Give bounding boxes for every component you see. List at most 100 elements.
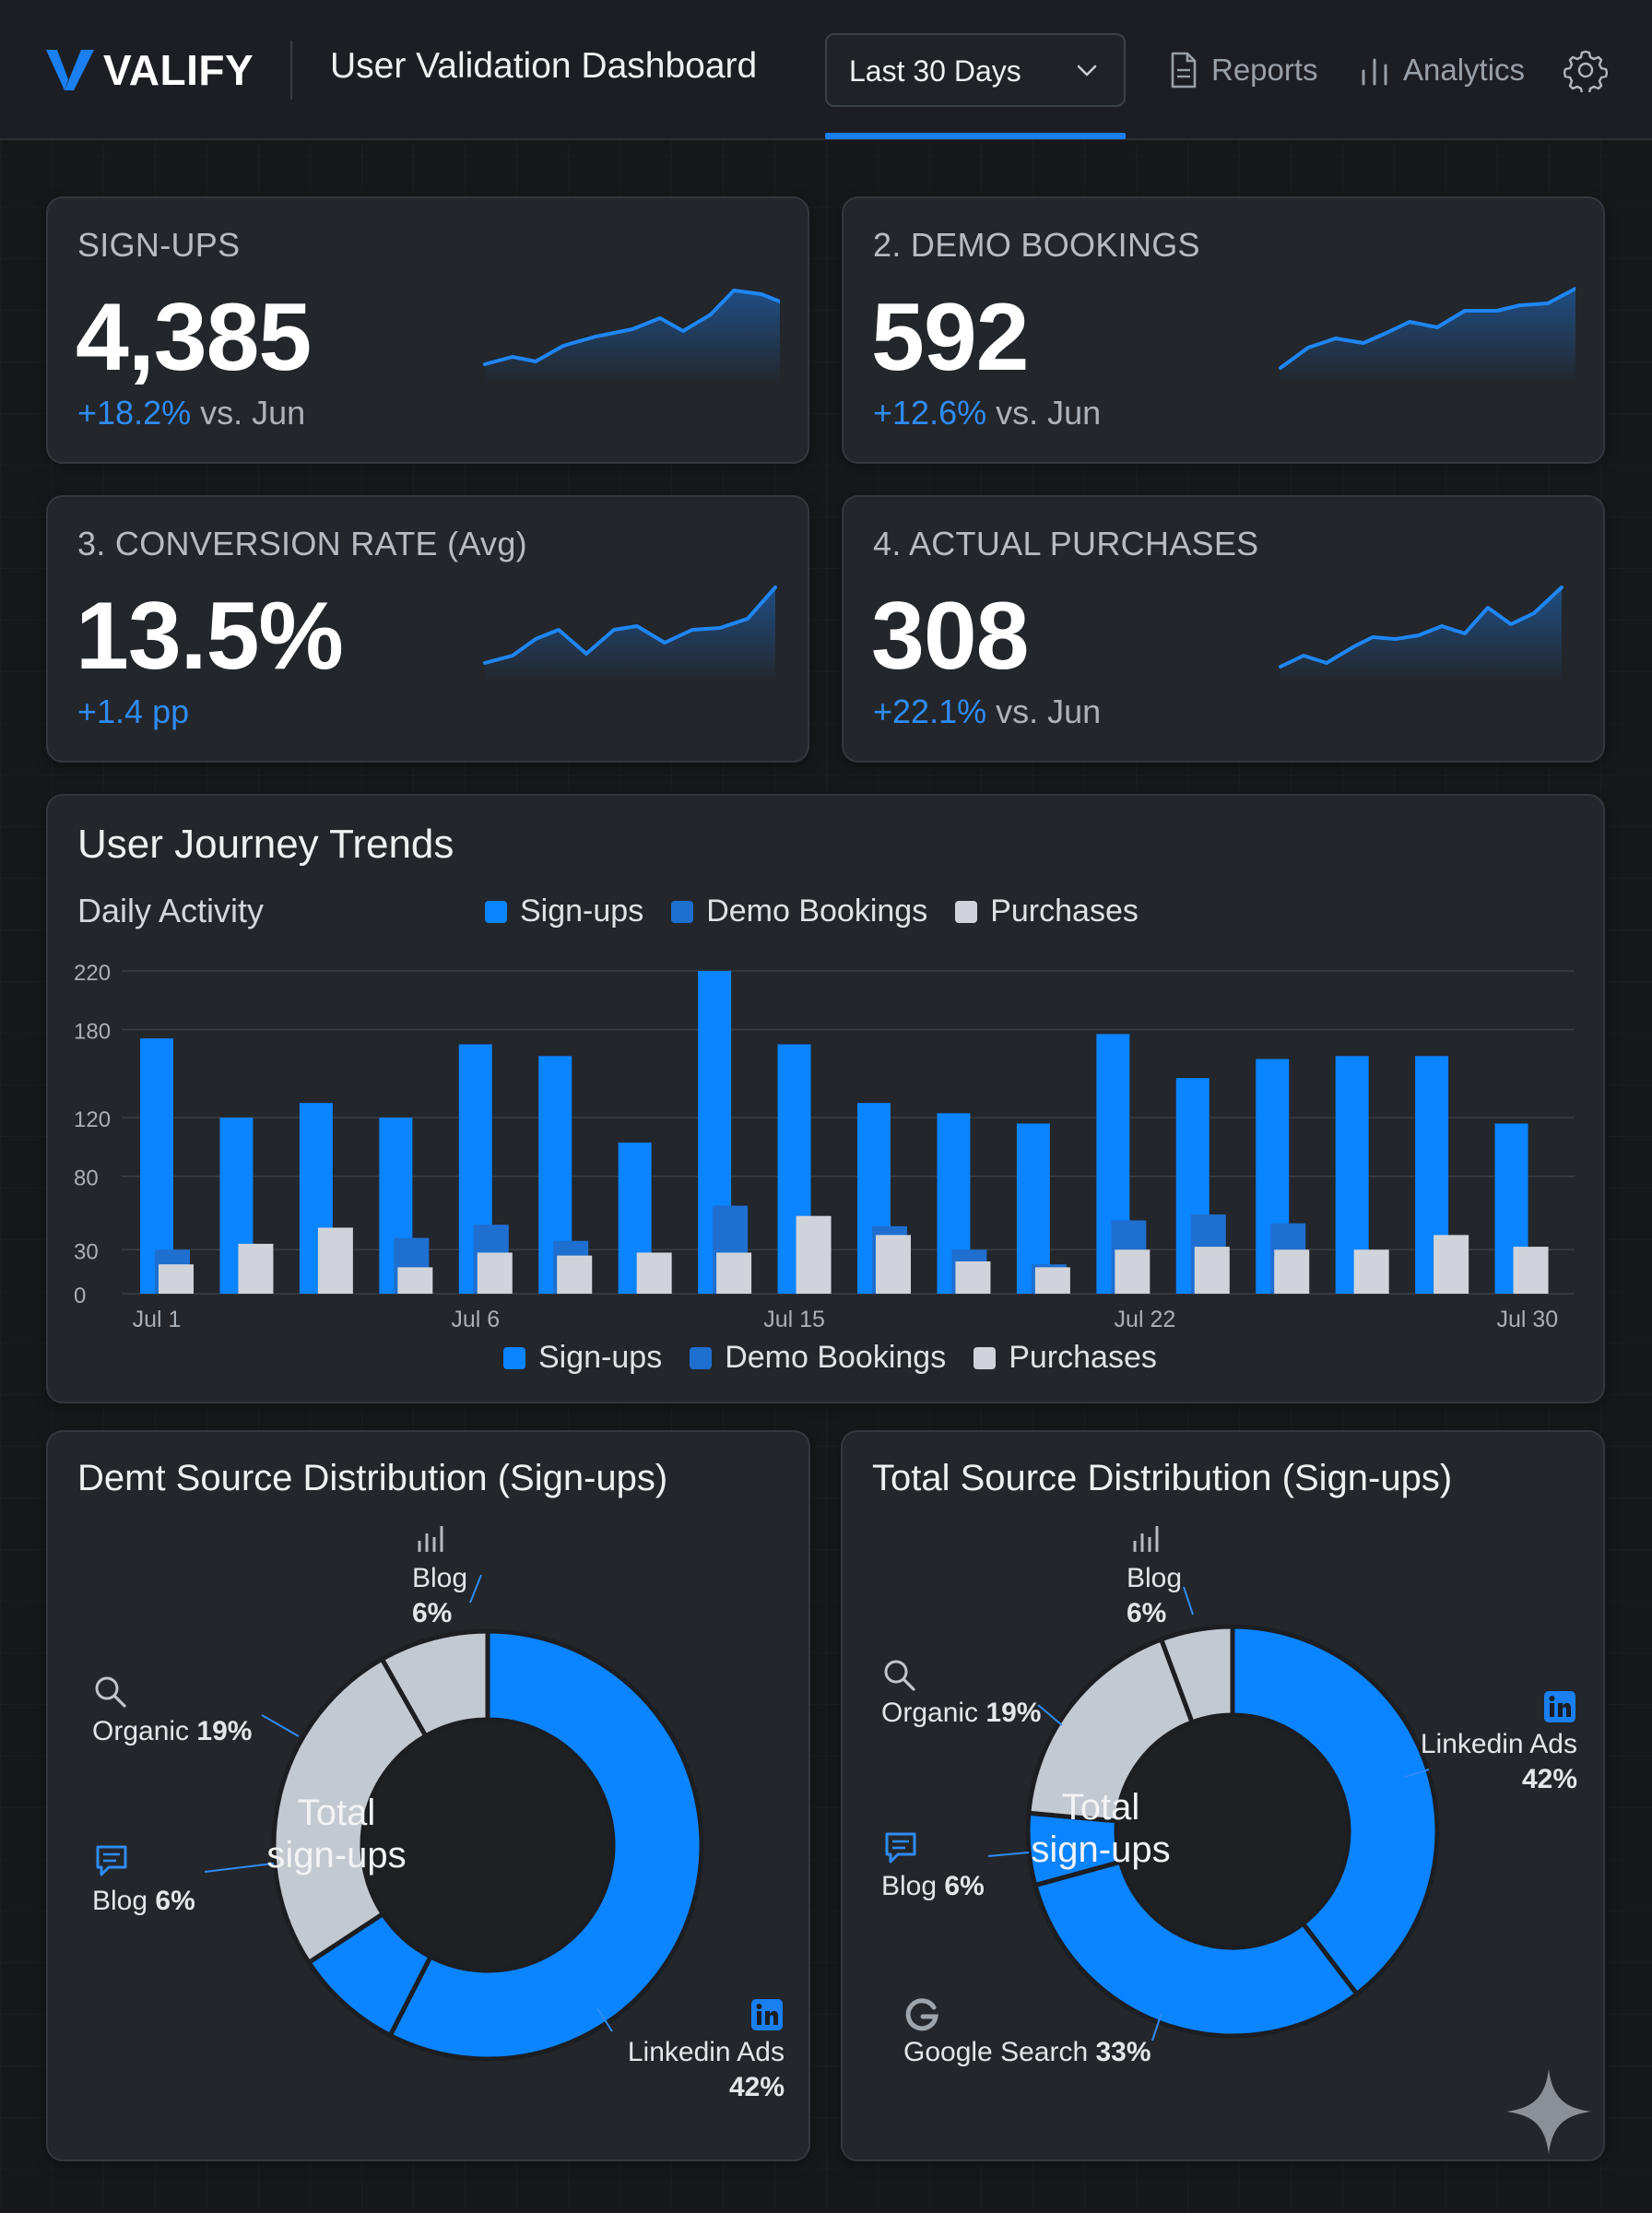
- bar-purchases[interactable]: [1194, 1247, 1230, 1294]
- kpi-delta-suffix: vs. Jun: [191, 394, 306, 432]
- kpi-card-signups[interactable]: SIGN-UPS 4,385 +18.2% vs. Jun: [46, 196, 809, 464]
- slice-percent: 42%: [728, 2072, 785, 2102]
- donut-slice[interactable]: [386, 1628, 704, 2062]
- slice-label-organic: Organic 19%: [92, 1714, 252, 1749]
- chart-title: Total Source Distribution (Sign-ups): [872, 1458, 1453, 1498]
- slice-name: Linkedin Ads: [627, 2037, 785, 2067]
- donut-slice[interactable]: [271, 1655, 430, 1966]
- linkedin-icon: [1544, 1691, 1575, 1722]
- slice-name: Blog: [92, 1886, 148, 1916]
- bar-purchases[interactable]: [557, 1255, 593, 1294]
- bar-purchases[interactable]: [636, 1252, 672, 1294]
- kpi-delta-value: +1.4 pp: [77, 692, 190, 730]
- sparkline-line: [483, 586, 777, 665]
- kpi-delta-value: +12.6%: [873, 394, 987, 432]
- legend-item-demo-bookings[interactable]: Demo Bookings: [671, 893, 927, 929]
- bar-purchases[interactable]: [1513, 1247, 1549, 1294]
- slice-percent: 19%: [985, 1698, 1042, 1728]
- chart-subtitle: Daily Activity: [77, 892, 265, 929]
- donut-slice[interactable]: [1026, 1636, 1196, 1824]
- kpi-value: 308: [871, 583, 1030, 690]
- kpi-card-demo-bookings[interactable]: 2. DEMO BOOKINGS 592 +12.6% vs. Jun: [842, 196, 1605, 464]
- kpi-card-conversion-rate[interactable]: 3. CONVERSION RATE (Avg) 13.5% +1.4 pp: [46, 495, 809, 763]
- brand-name: VALIFY: [103, 46, 254, 94]
- nav-analytics[interactable]: Analytics: [1359, 50, 1525, 90]
- trend-bar-chart: 0 30 80 120 180 220 Jul 1 Jul 6 Jul 15 Jul 22 Jul …: [74, 961, 1575, 1332]
- y-tick-label: 220: [74, 961, 111, 986]
- chat-icon: [885, 1832, 916, 1864]
- bar-purchases[interactable]: [716, 1252, 752, 1294]
- bar-purchases[interactable]: [238, 1243, 274, 1294]
- linkedin-icon: [751, 1999, 783, 2030]
- legend-item-signups[interactable]: Sign-ups: [485, 893, 643, 929]
- slice-percent: 6%: [412, 1598, 453, 1628]
- x-tick-label: Jul 1: [133, 1307, 182, 1332]
- kpi-label: 2. DEMO BOOKINGS: [873, 226, 1200, 264]
- donut-slice[interactable]: [1230, 1624, 1440, 1997]
- y-tick-label: 180: [74, 1020, 111, 1045]
- kpi-delta: +22.1% vs. Jun: [873, 692, 1101, 731]
- bar-purchases[interactable]: [876, 1235, 911, 1294]
- leader-line: [1151, 2012, 1162, 2041]
- slice-percent: 33%: [1095, 2037, 1151, 2067]
- bar-purchases[interactable]: [1434, 1235, 1469, 1294]
- bar-purchases[interactable]: [1034, 1267, 1070, 1294]
- bar-purchases[interactable]: [1353, 1249, 1389, 1294]
- donut-slice[interactable]: [1158, 1624, 1235, 1726]
- leader-line: [1183, 1586, 1194, 1615]
- bar-purchases[interactable]: [955, 1261, 991, 1294]
- sparkle-icon: [1506, 2069, 1591, 2154]
- donut-slice[interactable]: [379, 1628, 490, 1740]
- bar-purchases[interactable]: [1115, 1249, 1150, 1294]
- kpi-delta: +1.4 pp: [77, 692, 189, 731]
- bar-chart-icon: [1133, 1526, 1159, 1552]
- legend-item-demo-bookings[interactable]: Demo Bookings: [690, 1340, 946, 1376]
- legend-item-purchases[interactable]: Purchases: [955, 893, 1139, 929]
- kpi-value: 592: [871, 284, 1030, 391]
- nav-analytics-label: Analytics: [1403, 53, 1526, 87]
- date-range-select[interactable]: Last 30 Days: [825, 33, 1126, 107]
- kpi-delta-suffix: vs. Jun: [986, 692, 1102, 730]
- kpi-delta: +12.6% vs. Jun: [873, 394, 1101, 432]
- active-tab-indicator: [825, 133, 1126, 139]
- legend-label: Sign-ups: [520, 893, 644, 929]
- legend-label: Demo Bookings: [706, 893, 928, 929]
- kpi-sparkline: [1279, 287, 1575, 385]
- brand-logo[interactable]: VALIFY: [44, 42, 254, 98]
- bar-purchases[interactable]: [397, 1267, 433, 1294]
- x-tick-label: Jul 6: [451, 1307, 500, 1332]
- bar-chart-icon: [418, 1526, 443, 1552]
- kpi-delta-value: +18.2%: [77, 394, 192, 432]
- legend-swatch: [955, 900, 978, 923]
- nav-reports[interactable]: Reports: [1169, 50, 1318, 90]
- slice-label-google: Google Search 33%: [903, 2035, 1151, 2070]
- legend-label: Demo Bookings: [725, 1340, 947, 1375]
- bar-purchases[interactable]: [1274, 1249, 1310, 1294]
- page-title: User Validation Dashboard: [330, 46, 758, 86]
- valify-logo-icon: [46, 50, 94, 90]
- bar-purchases[interactable]: [477, 1252, 513, 1294]
- chart-title: User Journey Trends: [77, 822, 454, 867]
- legend-item-signups[interactable]: Sign-ups: [503, 1340, 662, 1376]
- donut-slice[interactable]: [1032, 1859, 1361, 2039]
- x-tick-label: Jul 15: [763, 1307, 825, 1332]
- chevron-down-icon: [1077, 65, 1097, 77]
- sparkline-line: [1279, 586, 1564, 669]
- kpi-value: 4,385: [76, 284, 312, 391]
- bar-purchases[interactable]: [159, 1264, 194, 1294]
- slice-percent: 42%: [1521, 1764, 1577, 1794]
- slice-label-linkedin: Linkedin Ads 42%: [1421, 1727, 1577, 1797]
- kpi-card-purchases[interactable]: 4. ACTUAL PURCHASES 308 +22.1% vs. Jun: [842, 495, 1605, 763]
- legend-label: Purchases: [1009, 1340, 1157, 1375]
- leader-line: [261, 1714, 300, 1737]
- center-line-2: sign-ups: [266, 1835, 407, 1876]
- bar-purchases[interactable]: [317, 1227, 353, 1294]
- gear-icon[interactable]: [1564, 48, 1608, 92]
- bar-purchases[interactable]: [796, 1215, 832, 1294]
- legend-item-purchases[interactable]: Purchases: [974, 1340, 1157, 1376]
- y-tick-label: 120: [74, 1107, 111, 1132]
- donut-center-label: Total sign-ups: [244, 1792, 429, 1876]
- leader-line: [1404, 1769, 1430, 1778]
- leader-line: [469, 1574, 482, 1604]
- user-journey-trends-card: 0 30 80 120 180 220 Jul 1 Jul 6 Jul 15 Jul 22 Jul …: [46, 794, 1605, 1403]
